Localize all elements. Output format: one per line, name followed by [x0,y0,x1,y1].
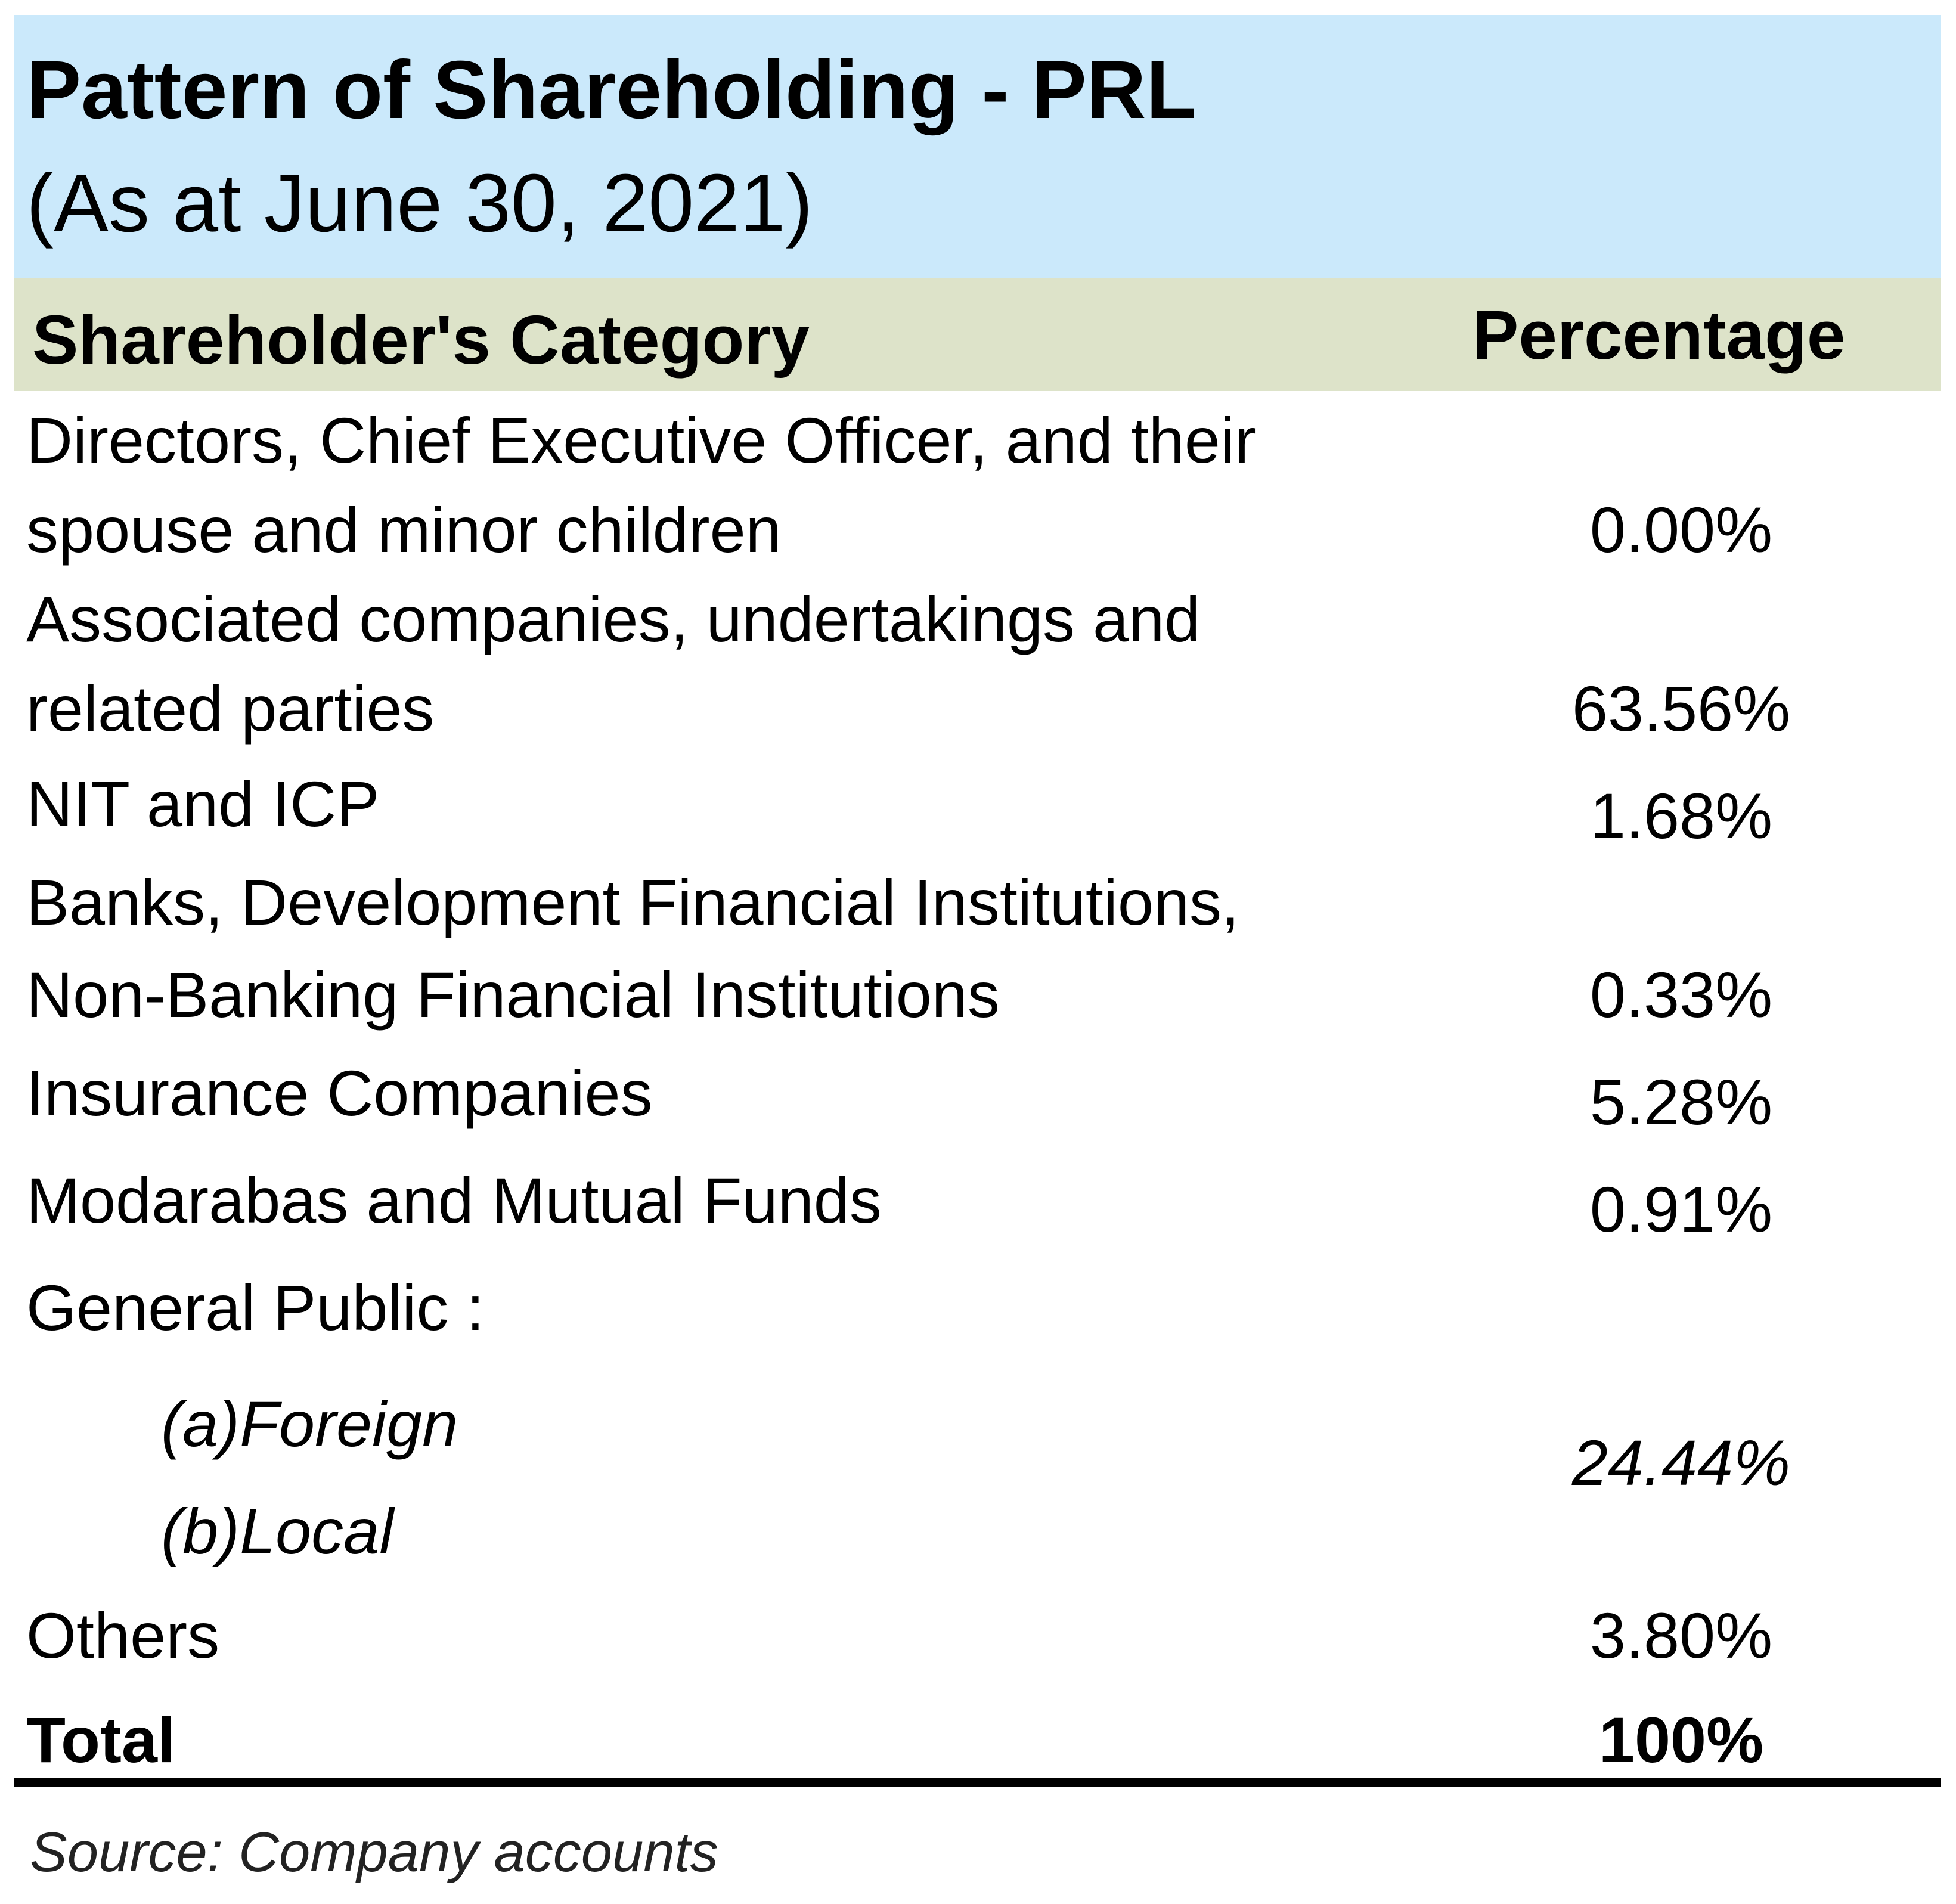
table-subtitle: (As at June 30, 2021) [26,157,813,249]
row-nit-icp-percentage: 1.68% [1589,780,1773,852]
row-insurance-percentage: 5.28% [1589,1066,1773,1138]
row-directors-label-line2: spouse and minor children [26,494,782,566]
row-insurance-label: Insurance Companies [26,1057,653,1129]
row-associated-percentage: 63.56% [1571,672,1791,745]
source-note: Source: Company accounts [30,1821,718,1883]
table-title: Pattern of Shareholding - PRL [26,44,1196,136]
row-banks-percentage: 0.33% [1589,959,1773,1031]
total-divider-line [14,1778,1941,1787]
row-general-public-local: (b)Local [161,1495,394,1567]
total-percentage: 100% [1598,1704,1764,1776]
row-directors-percentage: 0.00% [1589,494,1773,566]
row-general-public-label: General Public : [26,1272,485,1344]
row-banks-label-line2: Non-Banking Financial Institutions [26,959,1000,1031]
row-directors-label-line1: Directors, Chief Executive Officer, and … [26,404,1256,476]
row-modarabas-percentage: 0.91% [1589,1173,1773,1245]
row-others-label: Others [26,1599,220,1672]
row-nit-icp-label: NIT and ICP [26,768,380,840]
column-header-row: Shareholder's Category Percentage [14,278,1941,391]
row-modarabas-label: Modarabas and Mutual Funds [26,1164,882,1236]
row-others-percentage: 3.80% [1589,1599,1773,1672]
column-header-category: Shareholder's Category [32,301,810,379]
row-associated-label-line2: related parties [26,672,435,745]
row-general-public-foreign: (a)Foreign [161,1388,458,1460]
total-label: Total [26,1704,175,1776]
row-banks-label-line1: Banks, Development Financial Institution… [26,866,1240,938]
title-block: Pattern of Shareholding - PRL (As at Jun… [14,15,1941,278]
row-general-public-percentage: 24.44% [1571,1427,1791,1499]
column-header-percentage: Percentage [1473,296,1846,374]
row-associated-label-line1: Associated companies, undertakings and [26,583,1201,655]
